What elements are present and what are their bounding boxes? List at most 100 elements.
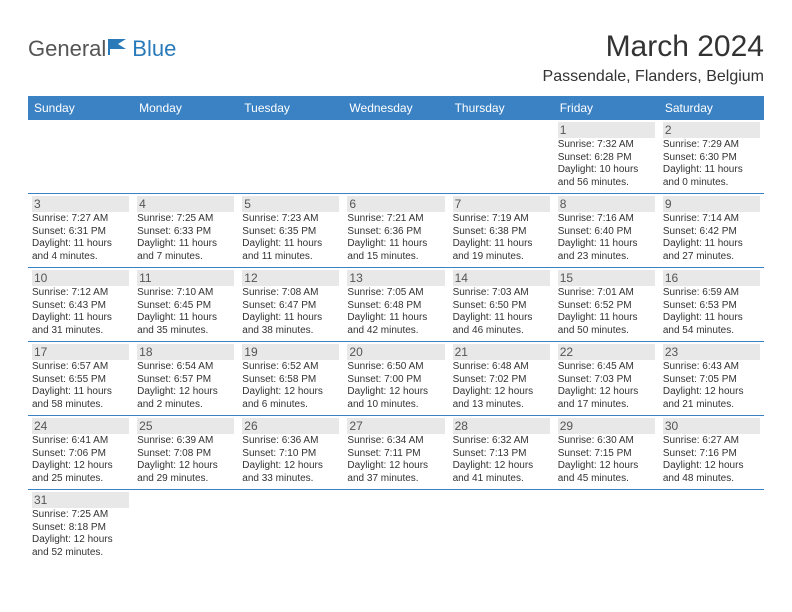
day-number: 2 bbox=[663, 122, 760, 138]
daylight-text: Daylight: 12 hours and 10 minutes. bbox=[347, 386, 444, 411]
day-info: Sunrise: 7:01 AMSunset: 6:52 PMDaylight:… bbox=[558, 287, 655, 337]
calendar-day-cell: 3Sunrise: 7:27 AMSunset: 6:31 PMDaylight… bbox=[28, 194, 133, 268]
day-number: 31 bbox=[32, 492, 129, 508]
day-number: 8 bbox=[558, 196, 655, 212]
day-info: Sunrise: 7:10 AMSunset: 6:45 PMDaylight:… bbox=[137, 287, 234, 337]
day-info: Sunrise: 7:25 AMSunset: 8:18 PMDaylight:… bbox=[32, 509, 129, 559]
day-info: Sunrise: 7:12 AMSunset: 6:43 PMDaylight:… bbox=[32, 287, 129, 337]
sunrise-text: Sunrise: 6:52 AM bbox=[242, 361, 339, 374]
calendar-day-cell: 22Sunrise: 6:45 AMSunset: 7:03 PMDayligh… bbox=[554, 342, 659, 416]
daylight-text: Daylight: 12 hours and 41 minutes. bbox=[453, 460, 550, 485]
daylight-text: Daylight: 12 hours and 29 minutes. bbox=[137, 460, 234, 485]
weekday-header-cell: Friday bbox=[554, 96, 659, 120]
daylight-text: Daylight: 12 hours and 2 minutes. bbox=[137, 386, 234, 411]
day-info: Sunrise: 7:29 AMSunset: 6:30 PMDaylight:… bbox=[663, 139, 760, 189]
sunset-text: Sunset: 7:03 PM bbox=[558, 374, 655, 387]
sunrise-text: Sunrise: 7:08 AM bbox=[242, 287, 339, 300]
daylight-text: Daylight: 11 hours and 4 minutes. bbox=[32, 238, 129, 263]
sunrise-text: Sunrise: 7:32 AM bbox=[558, 139, 655, 152]
sunrise-text: Sunrise: 6:27 AM bbox=[663, 435, 760, 448]
calendar-week-row: 24Sunrise: 6:41 AMSunset: 7:06 PMDayligh… bbox=[28, 416, 764, 490]
calendar-day-cell: .. bbox=[554, 490, 659, 564]
sunrise-text: Sunrise: 7:12 AM bbox=[32, 287, 129, 300]
calendar-day-cell: 10Sunrise: 7:12 AMSunset: 6:43 PMDayligh… bbox=[28, 268, 133, 342]
day-info: Sunrise: 6:50 AMSunset: 7:00 PMDaylight:… bbox=[347, 361, 444, 411]
logo: General Blue bbox=[28, 36, 176, 62]
calendar-day-cell: 12Sunrise: 7:08 AMSunset: 6:47 PMDayligh… bbox=[238, 268, 343, 342]
sunrise-text: Sunrise: 7:01 AM bbox=[558, 287, 655, 300]
daylight-text: Daylight: 11 hours and 35 minutes. bbox=[137, 312, 234, 337]
header-right: March 2024 Passendale, Flanders, Belgium bbox=[543, 30, 764, 86]
day-info: Sunrise: 7:25 AMSunset: 6:33 PMDaylight:… bbox=[137, 213, 234, 263]
day-number: 10 bbox=[32, 270, 129, 286]
daylight-text: Daylight: 12 hours and 33 minutes. bbox=[242, 460, 339, 485]
day-number: 13 bbox=[347, 270, 444, 286]
daylight-text: Daylight: 11 hours and 31 minutes. bbox=[32, 312, 129, 337]
sunset-text: Sunset: 6:28 PM bbox=[558, 152, 655, 165]
page-title: March 2024 bbox=[543, 30, 764, 64]
calendar-day-cell: 18Sunrise: 6:54 AMSunset: 6:57 PMDayligh… bbox=[133, 342, 238, 416]
sunset-text: Sunset: 6:30 PM bbox=[663, 152, 760, 165]
day-number: 14 bbox=[453, 270, 550, 286]
logo-text-blue: Blue bbox=[132, 36, 176, 62]
day-number: 20 bbox=[347, 344, 444, 360]
sunset-text: Sunset: 6:31 PM bbox=[32, 226, 129, 239]
calendar-week-row: ..........1Sunrise: 7:32 AMSunset: 6:28 … bbox=[28, 120, 764, 194]
calendar-day-cell: .. bbox=[238, 490, 343, 564]
day-number: 15 bbox=[558, 270, 655, 286]
weekday-header: SundayMondayTuesdayWednesdayThursdayFrid… bbox=[28, 96, 764, 120]
sunset-text: Sunset: 7:15 PM bbox=[558, 448, 655, 461]
day-info: Sunrise: 6:59 AMSunset: 6:53 PMDaylight:… bbox=[663, 287, 760, 337]
day-number: 29 bbox=[558, 418, 655, 434]
calendar-day-cell: .. bbox=[133, 490, 238, 564]
calendar-day-cell: 30Sunrise: 6:27 AMSunset: 7:16 PMDayligh… bbox=[659, 416, 764, 490]
daylight-text: Daylight: 11 hours and 27 minutes. bbox=[663, 238, 760, 263]
sunset-text: Sunset: 8:18 PM bbox=[32, 522, 129, 535]
day-info: Sunrise: 6:43 AMSunset: 7:05 PMDaylight:… bbox=[663, 361, 760, 411]
day-info: Sunrise: 6:52 AMSunset: 6:58 PMDaylight:… bbox=[242, 361, 339, 411]
daylight-text: Daylight: 11 hours and 50 minutes. bbox=[558, 312, 655, 337]
sunset-text: Sunset: 7:11 PM bbox=[347, 448, 444, 461]
sunset-text: Sunset: 7:10 PM bbox=[242, 448, 339, 461]
calendar-week-row: 10Sunrise: 7:12 AMSunset: 6:43 PMDayligh… bbox=[28, 268, 764, 342]
day-info: Sunrise: 6:57 AMSunset: 6:55 PMDaylight:… bbox=[32, 361, 129, 411]
daylight-text: Daylight: 11 hours and 19 minutes. bbox=[453, 238, 550, 263]
calendar-day-cell: .. bbox=[343, 120, 448, 194]
day-number: 22 bbox=[558, 344, 655, 360]
sunrise-text: Sunrise: 7:23 AM bbox=[242, 213, 339, 226]
sunrise-text: Sunrise: 6:30 AM bbox=[558, 435, 655, 448]
sunset-text: Sunset: 7:02 PM bbox=[453, 374, 550, 387]
sunset-text: Sunset: 6:47 PM bbox=[242, 300, 339, 313]
sunset-text: Sunset: 6:50 PM bbox=[453, 300, 550, 313]
calendar-day-cell: 29Sunrise: 6:30 AMSunset: 7:15 PMDayligh… bbox=[554, 416, 659, 490]
daylight-text: Daylight: 12 hours and 13 minutes. bbox=[453, 386, 550, 411]
daylight-text: Daylight: 12 hours and 21 minutes. bbox=[663, 386, 760, 411]
calendar-day-cell: 28Sunrise: 6:32 AMSunset: 7:13 PMDayligh… bbox=[449, 416, 554, 490]
day-info: Sunrise: 7:03 AMSunset: 6:50 PMDaylight:… bbox=[453, 287, 550, 337]
sunrise-text: Sunrise: 7:25 AM bbox=[137, 213, 234, 226]
calendar-day-cell: 31Sunrise: 7:25 AMSunset: 8:18 PMDayligh… bbox=[28, 490, 133, 564]
calendar-day-cell: .. bbox=[28, 120, 133, 194]
sunrise-text: Sunrise: 6:32 AM bbox=[453, 435, 550, 448]
daylight-text: Daylight: 11 hours and 0 minutes. bbox=[663, 164, 760, 189]
sunrise-text: Sunrise: 7:21 AM bbox=[347, 213, 444, 226]
calendar-day-cell: 14Sunrise: 7:03 AMSunset: 6:50 PMDayligh… bbox=[449, 268, 554, 342]
sunrise-text: Sunrise: 6:34 AM bbox=[347, 435, 444, 448]
daylight-text: Daylight: 11 hours and 54 minutes. bbox=[663, 312, 760, 337]
day-number: 6 bbox=[347, 196, 444, 212]
location-text: Passendale, Flanders, Belgium bbox=[543, 68, 764, 86]
day-number: 16 bbox=[663, 270, 760, 286]
calendar-day-cell: 9Sunrise: 7:14 AMSunset: 6:42 PMDaylight… bbox=[659, 194, 764, 268]
day-number: 21 bbox=[453, 344, 550, 360]
flag-icon bbox=[108, 36, 130, 62]
calendar-day-cell: 21Sunrise: 6:48 AMSunset: 7:02 PMDayligh… bbox=[449, 342, 554, 416]
sunrise-text: Sunrise: 7:25 AM bbox=[32, 509, 129, 522]
calendar-table: SundayMondayTuesdayWednesdayThursdayFrid… bbox=[28, 96, 764, 563]
day-info: Sunrise: 6:48 AMSunset: 7:02 PMDaylight:… bbox=[453, 361, 550, 411]
daylight-text: Daylight: 11 hours and 15 minutes. bbox=[347, 238, 444, 263]
day-info: Sunrise: 7:19 AMSunset: 6:38 PMDaylight:… bbox=[453, 213, 550, 263]
calendar-day-cell: 5Sunrise: 7:23 AMSunset: 6:35 PMDaylight… bbox=[238, 194, 343, 268]
sunrise-text: Sunrise: 6:57 AM bbox=[32, 361, 129, 374]
calendar-day-cell: .. bbox=[659, 490, 764, 564]
sunrise-text: Sunrise: 6:43 AM bbox=[663, 361, 760, 374]
